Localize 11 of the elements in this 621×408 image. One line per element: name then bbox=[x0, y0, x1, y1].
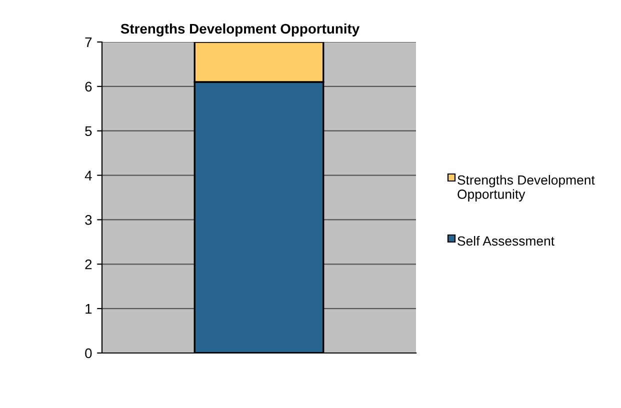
y-tick-label: 7 bbox=[85, 37, 92, 48]
legend-label: Strengths Development Opportunity bbox=[458, 175, 595, 202]
y-tick-label: 4 bbox=[84, 170, 92, 180]
y-tick-label: 1 bbox=[86, 304, 92, 314]
y-tick-label: 6 bbox=[85, 82, 92, 92]
y-tick-label: 2 bbox=[85, 259, 92, 270]
y-tick-label: 5 bbox=[85, 126, 92, 136]
y-tick-label: 0 bbox=[85, 348, 92, 358]
chart-title: Strengths Development Opportunity bbox=[120, 23, 360, 37]
y-tick-label: 3 bbox=[85, 215, 92, 225]
legend-label: Self Assessment bbox=[458, 236, 554, 246]
